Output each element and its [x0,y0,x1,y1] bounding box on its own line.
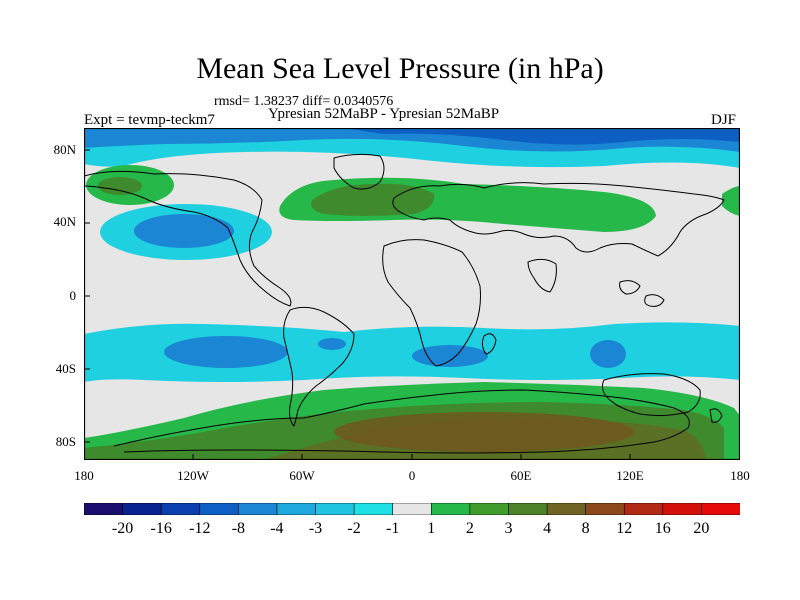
eurasia-coastline [392,182,725,257]
indian-ocean-blue-region [590,340,626,368]
india-coastline [527,258,557,293]
antarctic-brown-region [334,412,634,452]
africa-coastline [382,239,481,367]
colorbar-level-label: -1 [386,520,400,537]
colorbar-swatch [430,503,471,515]
lat-label-80n: 80N [53,142,76,157]
comparison-subtitle: Ypresian 52MaBP - Ypresian 52MaBP [268,106,500,122]
colorbar-swatch [623,503,664,515]
arctic-deep-blue-band [344,128,740,145]
south-america-blue-patch [318,338,346,350]
pressure-map [84,128,740,460]
colorbar-swatch [508,503,548,515]
lat-label-80s: 80S [55,434,76,449]
colorbar-level-label: -8 [231,520,246,537]
coastline-layer [84,153,725,454]
lon-label-60e: 60E [510,468,532,483]
stats-text: rmsd= 1.38237 diff= 0.0340576 [214,94,394,109]
season-label: DJF [711,112,737,128]
north-pacific-blue-region [134,214,234,248]
lon-label-120w: 120W [177,468,209,483]
colorbar-swatch [469,503,510,515]
colorbar-swatch [276,503,317,515]
axis-ticks [84,149,631,460]
colorbar-level-label: 12 [616,520,633,537]
lat-label-40n: 40N [53,214,76,229]
lon-label-0: 0 [408,468,416,483]
colorbar-swatch [199,503,240,515]
north-america-coastline [84,170,292,307]
colorbar-swatch [238,503,278,515]
south-pacific-blue-region [164,336,288,368]
colorbar-swatch [701,503,740,515]
colorbar-swatch [392,503,433,515]
colorbar-level-label: 20 [693,520,710,537]
greenland-coastline [333,153,385,190]
colorbar-level-label: -20 [111,520,134,537]
new-zealand-coastline [709,408,723,423]
colorbar-swatch [546,503,587,515]
colorbar-level-label: -4 [270,520,284,537]
lon-label-180e: 180 [730,468,750,483]
lon-label-120e: 120E [616,468,644,483]
colorbar-swatch [315,503,355,515]
colorbar-swatch [160,503,201,515]
south-america-coastline [283,306,355,427]
colorbar-level-label: 3 [504,520,513,537]
colorbar-level-label: 8 [581,520,590,537]
colorbar-level-label: 16 [654,520,671,537]
colorbar-level-label: -3 [308,520,323,537]
island-coastline-b [644,294,665,307]
lon-label-60w: 60W [289,468,315,483]
island-coastline-a [619,280,641,295]
colorbar-level-label: 1 [427,520,436,537]
colorbar-level-label: -12 [189,520,211,537]
north-atlantic-dark-green-region [311,183,435,216]
lat-label-40s: 40S [55,361,76,376]
contour-fill-layer [84,128,740,460]
colorbar-level-label: 2 [465,520,474,537]
colorbar-swatch [353,503,394,515]
alaska-dark-green-region [98,177,142,195]
colorbar-swatch [84,503,124,515]
colorbar-level-label: -2 [347,520,361,537]
lat-label-0: 0 [69,288,77,303]
colorbar-level-label: 4 [543,520,552,537]
colorbar-level-label: -16 [150,520,172,537]
lon-label-180w: 180 [74,468,94,483]
east-siberia-green-region [722,186,740,216]
colorbar-swatch [585,503,626,515]
map-title: Mean Sea Level Pressure (in hPa) [196,52,604,85]
colorbar-swatch [122,503,162,515]
colorbar-swatch [662,503,703,515]
colorbar [84,503,740,515]
experiment-label: Expt = tevmp-teckm7 [84,112,215,128]
madagascar-coastline [481,333,497,355]
antarctica-coastline [113,389,690,454]
